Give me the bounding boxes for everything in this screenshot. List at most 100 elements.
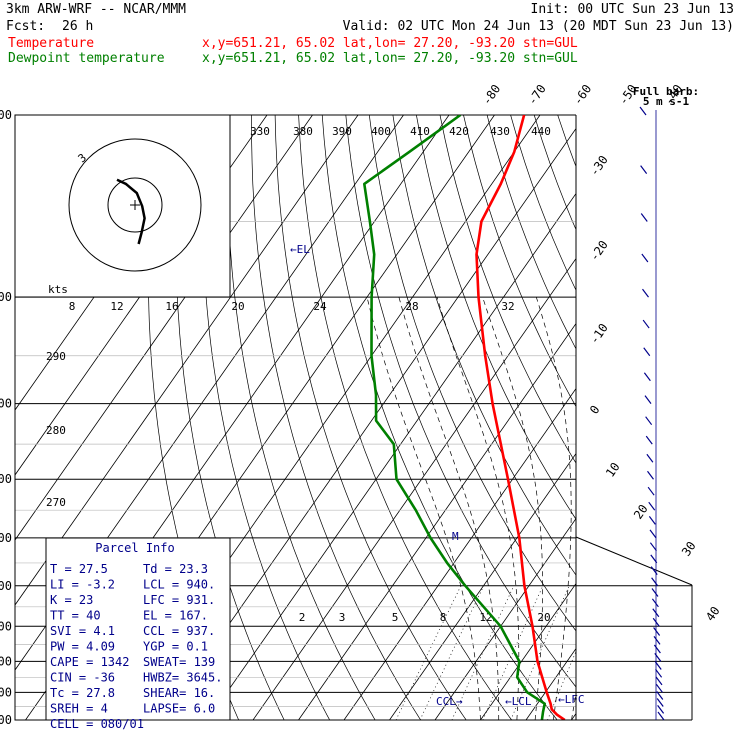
profiles — [362, 115, 566, 720]
wind-barb — [640, 213, 648, 222]
wind-barb — [642, 288, 649, 298]
parcel-info-right: HWBZ= 3645. — [143, 671, 222, 685]
wind-barb — [649, 529, 657, 539]
theta-label: 280 — [46, 424, 66, 437]
isotherm-line — [663, 115, 740, 720]
pressure-label-100: 100 — [0, 108, 12, 122]
barb-key-line1: Full barb: — [633, 85, 699, 98]
wind-barb — [639, 106, 647, 116]
wind-barb — [655, 668, 663, 678]
parcel-info-right: LFC = 931. — [143, 593, 215, 607]
moist-adiabat — [482, 296, 543, 720]
dry-adiabat — [486, 115, 576, 350]
wind-barb — [657, 704, 665, 714]
isotherm-line — [708, 115, 740, 720]
dry-adiabat — [581, 115, 740, 733]
wind-barb — [641, 253, 649, 263]
dry-adiabat — [298, 115, 513, 720]
theta-top-label: 430 — [490, 125, 510, 138]
wind-barb — [653, 636, 661, 645]
dry-adiabat — [723, 115, 740, 733]
parcel-info-right: CCL = 937. — [143, 624, 215, 638]
dry-adiabat — [392, 115, 576, 576]
dry-adiabat — [226, 115, 376, 720]
parcel-info-left: SREH = 4 — [50, 702, 108, 716]
right-temp-label: -10 — [587, 321, 611, 347]
wind-barb — [642, 319, 650, 329]
level-mark-ccl: CCL→ — [436, 695, 463, 708]
isotherm-line — [207, 192, 576, 720]
pressure-label-800: 800 — [0, 654, 12, 668]
dry-adiabat — [439, 115, 576, 464]
parcel-info-left: T = 27.5 — [50, 562, 108, 576]
parcel-info-right: EL = 167. — [143, 609, 208, 623]
theta-top-label: 420 — [449, 125, 469, 138]
isotherm-line — [252, 257, 576, 720]
dry-adiabat — [699, 115, 740, 733]
parcel-info-left: K = 23 — [50, 593, 93, 607]
isotherm-line — [15, 115, 359, 606]
isotherm-line — [343, 387, 576, 720]
hodograph-box — [14, 114, 231, 298]
parcel-info-left: TT = 40 — [50, 609, 101, 623]
parcel-info-right: YGP = 0.1 — [143, 640, 208, 654]
dry-adiabat — [251, 115, 422, 720]
valid-time: Valid: 02 UTC Mon 24 Jun 13 (20 MDT Sun … — [343, 19, 734, 34]
background-grid — [15, 115, 740, 733]
theta-top-label: 390 — [332, 125, 352, 138]
isotherm-line — [525, 647, 576, 720]
parcel-info-left: Tc = 27.8 — [50, 686, 115, 700]
dry-adiabat — [652, 115, 740, 733]
parcel-info-right: SWEAT= 139 — [143, 655, 215, 669]
theta-top-label: 400 — [371, 125, 391, 138]
wind-barb — [644, 395, 652, 405]
dry-adiabat — [274, 115, 467, 720]
theta-top-label: 330 — [250, 125, 270, 138]
parcel-info-box — [45, 537, 231, 721]
parcel-info-right: SHEAR= 16. — [143, 686, 215, 700]
hodograph: 3 kts — [14, 114, 231, 298]
wind-barb — [653, 644, 661, 654]
moist-adiabat — [366, 297, 481, 720]
dry-adiabat — [368, 115, 576, 632]
hodograph-units: kts — [48, 283, 68, 296]
wind-barb — [651, 577, 659, 587]
moist-adiabat — [571, 691, 576, 720]
wind-barb — [657, 711, 665, 721]
right-temp-label: -30 — [587, 153, 611, 179]
parcel-info-left: CELL = 080/01 — [50, 717, 144, 731]
barb-key-line2: 5 m s-1 — [643, 95, 690, 108]
level-mark-lcl: ←LCL — [505, 695, 532, 708]
wind-barb — [646, 453, 654, 463]
mixing-ratio-label: 3 — [339, 611, 346, 624]
right-temp-label: 20 — [631, 502, 651, 522]
level-mark-lfc: ←LFC — [558, 693, 585, 706]
theta-top-label: 440 — [531, 125, 551, 138]
dry-adiabat — [201, 115, 331, 720]
parcel-info-right: LAPSE= 6.0 — [143, 702, 215, 716]
isotherm-line — [389, 452, 576, 720]
parcel-info-left: PW = 4.09 — [50, 640, 115, 654]
moist-adiabat — [398, 297, 500, 720]
pressure-label-900: 900 — [0, 685, 12, 699]
hodograph-ring-outer — [68, 138, 202, 272]
pressure-label-200: 200 — [0, 290, 12, 304]
pressure-label-600: 600 — [0, 579, 12, 593]
right-temp-label: 30 — [679, 539, 699, 559]
model-title: 3km ARW-WRF -- NCAR/MMM — [6, 2, 186, 17]
legend-dewpoint-info: x,y=651.21, 65.02 lat,lon= 27.20, -93.20… — [202, 51, 578, 66]
moist-adiabat — [535, 296, 572, 720]
forecast-hour: 26 h — [62, 19, 93, 34]
wind-barb — [656, 698, 664, 707]
parcel-info-left: CIN = -36 — [50, 671, 115, 685]
dry-adiabat — [416, 115, 576, 520]
dry-adiabat — [510, 115, 576, 291]
pressure-label-300: 300 — [0, 397, 12, 411]
wind-barb — [649, 542, 657, 552]
hodograph-ring-inner — [107, 177, 163, 233]
dry-adiabat — [605, 115, 740, 733]
right-temp-label: 10 — [603, 460, 623, 480]
forecast-label: Fcst: — [6, 19, 45, 34]
legend-dewpoint: Dewpoint temperature — [8, 51, 165, 66]
level-mark-m: M — [452, 530, 459, 543]
